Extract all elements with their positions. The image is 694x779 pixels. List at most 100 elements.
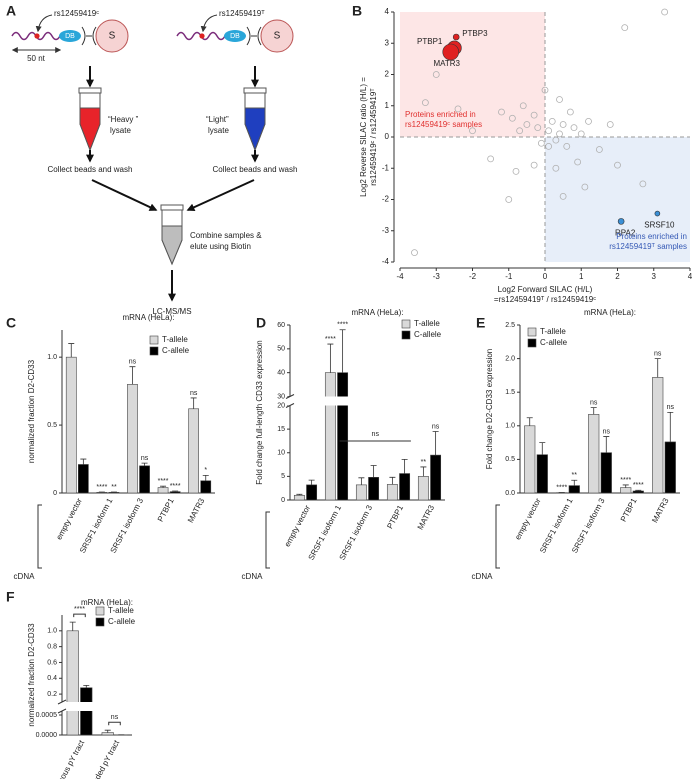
x-tick-label: 2: [615, 272, 620, 281]
error-bar: [539, 442, 546, 455]
legend-label: T-allele: [162, 335, 188, 344]
point: [559, 192, 567, 200]
point: [498, 108, 505, 116]
y-tick-label: 2: [385, 70, 390, 79]
point: [552, 164, 560, 172]
x-tick-label: PTBP1: [385, 503, 405, 530]
significance-label: ns: [590, 399, 598, 406]
x-tick-label: 3: [652, 272, 657, 281]
break-mark: [57, 699, 67, 705]
y-tick-label: 0.0: [505, 490, 515, 497]
y-axis-label: normalized fraction D2-CD33: [27, 623, 36, 727]
x-tick-label: -2: [469, 272, 477, 281]
annotation: rs12459419ᵀ samples: [609, 242, 687, 251]
point: [411, 249, 418, 257]
error-bar: [296, 493, 303, 496]
y-axis-label: normalized fraction D2-CD33: [27, 359, 36, 463]
y-tick-label: 4: [385, 7, 390, 16]
diagram: DB S rs12459419ᶜ 50 nt DB S rs12459419ᵀ …: [11, 9, 298, 316]
y-axis-label: Fold change full-length CD33 expression: [255, 340, 264, 485]
bar: [588, 414, 600, 494]
significance-label: ns: [667, 404, 675, 411]
significance-label: **: [421, 459, 427, 466]
bar: [139, 465, 150, 494]
significance-label: **: [572, 472, 578, 479]
error-bar: [358, 477, 365, 485]
axis-break: [58, 702, 132, 711]
x-tick-label: empty vector: [283, 503, 313, 548]
error-bar: [635, 489, 642, 491]
point: [581, 183, 589, 191]
x-tick-label: -4: [396, 272, 404, 281]
significance-label: ****: [96, 484, 107, 491]
significance-label: ns: [190, 390, 198, 397]
legend-swatch: [95, 606, 105, 616]
construct: DB S rs12459419ᵀ: [176, 9, 294, 53]
y-tick-label: 1.0: [47, 628, 57, 635]
step-label: Collect beads and wash: [213, 165, 298, 174]
point: [614, 161, 621, 169]
x-tick-label: SRSF1 isoform 1: [307, 503, 344, 561]
point: [585, 117, 592, 125]
x-tick-label: PTBP1: [156, 496, 176, 523]
error-bar: [603, 436, 610, 453]
x-tick-label: SRSF1 isoform 3: [109, 496, 146, 554]
point: [530, 111, 538, 119]
significance-label: ****: [170, 483, 181, 490]
point: [516, 127, 524, 135]
chart-title: mRNA (HeLa):: [351, 308, 403, 317]
bar: [524, 425, 536, 494]
point: [541, 86, 549, 94]
bracket-label: ****: [74, 606, 85, 613]
bracket-label: ns: [111, 714, 119, 721]
y-tick-label: -1: [382, 163, 390, 172]
break-mark: [57, 708, 67, 714]
y-tick-label: 1.0: [47, 354, 57, 361]
cdna-bracket: [265, 511, 270, 569]
bar: [536, 454, 548, 494]
legend-swatch: [149, 335, 159, 345]
bar: [652, 377, 664, 494]
y-tick-label: 0: [53, 490, 57, 497]
y-tick-label: 0.8: [47, 643, 57, 650]
significance-label: ****: [620, 477, 631, 484]
x-tick-label: 0: [543, 272, 548, 281]
point: [556, 96, 563, 103]
highlight-point: [617, 218, 625, 225]
y-tick-label: 0.5: [47, 422, 57, 429]
bar: [169, 491, 181, 494]
x-tick-label: empty vector: [54, 496, 84, 541]
x-tick-label: MATR3: [186, 496, 207, 524]
legend-swatch: [527, 327, 537, 337]
bar: [430, 454, 442, 501]
panel-label: E: [476, 315, 485, 331]
highlight-point: [442, 43, 460, 61]
point-label: SRSF10: [644, 221, 675, 230]
significance-label: **: [111, 484, 117, 491]
error-bar: [83, 684, 90, 688]
point: [523, 121, 531, 128]
snp-label: rs12459419ᶜ: [54, 9, 99, 18]
point: [563, 142, 571, 150]
lysate-label: lysate: [110, 126, 131, 135]
point: [661, 8, 669, 16]
step-label: Collect beads and wash: [48, 165, 133, 174]
bar: [65, 356, 77, 494]
y-tick-label: -3: [382, 226, 390, 235]
annotation: Proteins enriched in: [616, 232, 687, 241]
error-bar: [667, 411, 674, 442]
error-bar: [80, 458, 87, 465]
x-tick-label: empty vector: [513, 496, 543, 541]
bar: [80, 687, 93, 736]
y-tick-label: 2.5: [505, 322, 515, 329]
bar: [632, 490, 644, 494]
legend-swatch: [527, 338, 537, 348]
bar: [600, 452, 612, 494]
point: [577, 130, 585, 138]
error-bar: [202, 474, 209, 481]
break-mark: [285, 403, 295, 408]
error-bar: [571, 479, 578, 486]
x-tick-label: PTBP1: [619, 496, 639, 523]
point-label: PTBP1: [417, 37, 443, 46]
break-mark: [285, 394, 295, 399]
